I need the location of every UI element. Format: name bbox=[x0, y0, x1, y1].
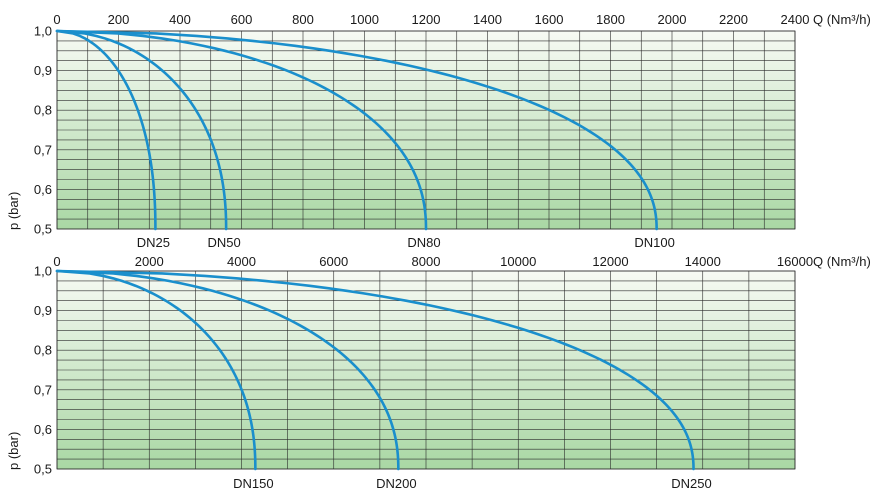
y-tick-label: 0,8 bbox=[34, 103, 52, 118]
series-line-dn100 bbox=[55, 29, 658, 231]
series-label-dn100: DN100 bbox=[634, 235, 674, 250]
x-tick-label: 4000 bbox=[227, 254, 256, 269]
chart-panel-small-dn: 0 200 400 600 800 1000 1200 1400 1600 1800 2000 220… bbox=[6, 12, 871, 250]
x-tick-label: 200 bbox=[108, 12, 130, 27]
y-tick-label: 0,7 bbox=[34, 142, 52, 157]
x-axis-label: Q (Nm³/h) bbox=[813, 12, 871, 27]
y-tick-label: 0,8 bbox=[34, 343, 52, 358]
x-tick-label: 1800 bbox=[596, 12, 625, 27]
x-tick-label: 6000 bbox=[319, 254, 348, 269]
y-tick-label: 0,6 bbox=[34, 182, 52, 197]
x-tick-label: 2000 bbox=[658, 12, 687, 27]
x-tick-label: 1200 bbox=[412, 12, 441, 27]
x-tick-label: 2000 bbox=[135, 254, 164, 269]
x-tick-label: 2200 bbox=[719, 12, 748, 27]
series-line-dn50 bbox=[55, 29, 228, 231]
x-tick-label: 8000 bbox=[412, 254, 441, 269]
x-tick-label: 16000 bbox=[777, 254, 813, 269]
chart-panel-large-dn: 0 2000 4000 6000 8000 10000 12000 14000 16000 Q (… bbox=[6, 254, 871, 491]
series-label-dn25: DN25 bbox=[137, 235, 170, 250]
series-label-dn200: DN200 bbox=[376, 476, 416, 491]
series-label-dn50: DN50 bbox=[208, 235, 241, 250]
x-tick-label: 0 bbox=[53, 12, 60, 27]
series-line-dn250 bbox=[55, 269, 695, 471]
x-tick-label: 0 bbox=[53, 254, 60, 269]
x-tick-label: 2400 bbox=[781, 12, 810, 27]
series-label-dn80: DN80 bbox=[407, 235, 440, 250]
y-tick-label: 0,5 bbox=[34, 222, 52, 237]
y-tick-label: 0,9 bbox=[34, 63, 52, 78]
x-tick-label: 1600 bbox=[535, 12, 564, 27]
x-axis-label: Q (Nm³/h) bbox=[813, 254, 871, 269]
x-tick-label: 14000 bbox=[685, 254, 721, 269]
series-line-dn25 bbox=[55, 29, 157, 231]
x-tick-label: 1000 bbox=[350, 12, 379, 27]
x-tick-label: 12000 bbox=[592, 254, 628, 269]
y-axis-label: p (bar) bbox=[6, 192, 21, 230]
series-label-dn150: DN150 bbox=[233, 476, 273, 491]
x-tick-label: 600 bbox=[231, 12, 253, 27]
series-line-dn200 bbox=[55, 269, 400, 471]
series-line-dn150 bbox=[55, 269, 257, 471]
y-tick-label: 1,0 bbox=[34, 24, 52, 39]
y-tick-label: 0,7 bbox=[34, 382, 52, 397]
y-tick-label: 1,0 bbox=[34, 264, 52, 279]
y-axis-label: p (bar) bbox=[6, 432, 21, 470]
plot-frame bbox=[56, 270, 796, 470]
x-tick-label: 400 bbox=[169, 12, 191, 27]
y-tick-label: 0,6 bbox=[34, 422, 52, 437]
y-tick-label: 0,9 bbox=[34, 303, 52, 318]
y-tick-label: 0,5 bbox=[34, 462, 52, 477]
series-label-dn250: DN250 bbox=[671, 476, 711, 491]
x-tick-label: 1400 bbox=[473, 12, 502, 27]
series-line-dn80 bbox=[55, 29, 428, 231]
x-tick-label: 10000 bbox=[500, 254, 536, 269]
x-tick-label: 800 bbox=[292, 12, 314, 27]
